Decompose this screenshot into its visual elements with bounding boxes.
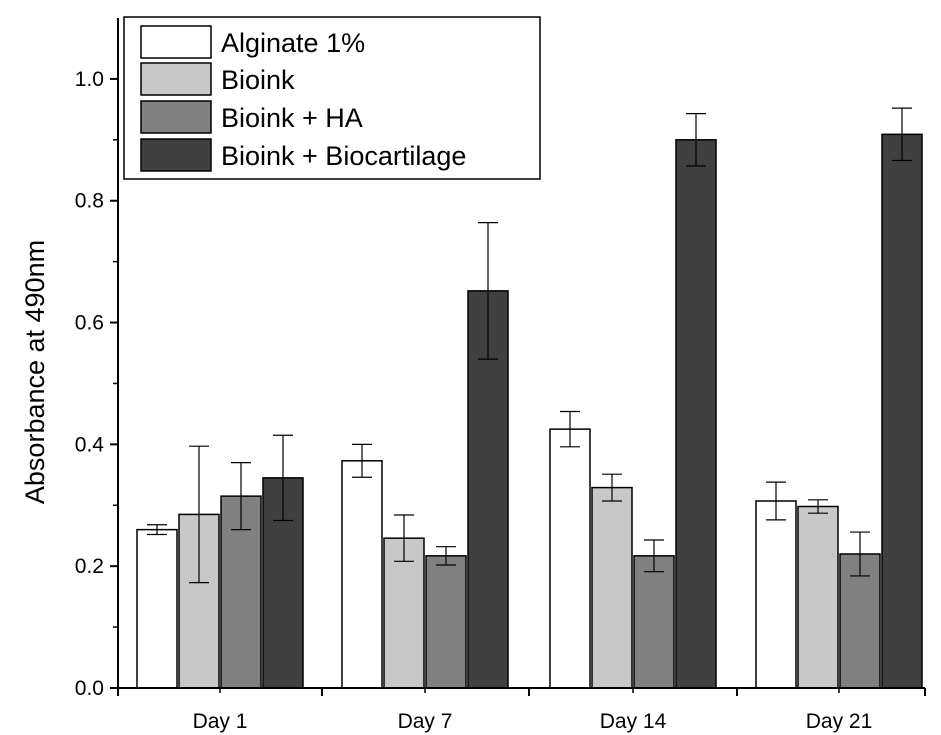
error-bar-alginate-1-day-7 (352, 443, 372, 478)
legend-label-bioink-ha: Bioink + HA (221, 103, 363, 133)
error-bar-bioink-ha-day-21 (850, 531, 870, 577)
bar-bioink-biocartilage-day-21 (881, 133, 923, 689)
x-tick-label: Day 7 (398, 710, 453, 733)
error-bar-bioink-biocartilage-day-14 (686, 113, 706, 167)
error-bar-bioink-biocartilage-day-1 (273, 434, 293, 522)
legend-label-bioink-biocartilage: Bioink + Biocartilage (221, 141, 466, 171)
y-tick-label: 0.0 (75, 677, 104, 700)
y-tick-label: 0.4 (75, 433, 105, 456)
bar-bioink-ha-day-14 (633, 555, 675, 689)
bar-bioink-day-21 (797, 505, 839, 689)
y-tick-label: 0.8 (75, 190, 104, 213)
bar-bioink-ha-day-7 (425, 555, 467, 689)
bar-alginate-1-day-21 (755, 500, 797, 689)
bar-bioink-biocartilage-day-14 (675, 139, 717, 689)
error-bar-bioink-day-1 (189, 445, 209, 584)
error-bar-bioink-ha-day-14 (644, 539, 664, 573)
y-tick-label: 0.6 (75, 312, 104, 335)
legend-swatch-bioink (140, 62, 212, 96)
ticks-layer: 0.0 0.2 0.4 0.6 0.8 1.0 Day 1 Day 7 Day 14 Day 21 (75, 68, 926, 733)
legend: Alginate 1% Bioink Bioink + HA Bioink + Bio… (123, 16, 541, 180)
legend-swatch-bioink-biocartilage (140, 138, 212, 172)
error-bar-alginate-1-day-1 (147, 524, 167, 536)
axes-layer (117, 18, 925, 689)
x-tick-label: Day 1 (193, 710, 248, 733)
legend-swatch-bioink-ha (140, 100, 212, 134)
error-bar-alginate-1-day-21 (766, 481, 786, 521)
legend-label-bioink: Bioink (221, 65, 295, 95)
bars-layer (136, 107, 923, 689)
bar-bioink-day-14 (591, 486, 633, 689)
x-tick-label: Day 14 (600, 710, 667, 733)
bar-alginate-1-day-1 (136, 528, 178, 689)
y-axis-title: Absorbance at 490nm (20, 240, 50, 504)
bar-alginate-1-day-7 (341, 460, 383, 689)
error-bar-bioink-biocartilage-day-21 (892, 107, 912, 162)
error-bar-bioink-day-21 (808, 499, 828, 514)
error-bar-bioink-day-14 (602, 473, 622, 502)
error-bar-bioink-day-7 (394, 514, 414, 562)
error-bar-alginate-1-day-14 (560, 410, 580, 448)
error-bar-bioink-ha-day-1 (231, 462, 251, 531)
bar-alginate-1-day-14 (549, 428, 591, 689)
legend-swatch-alginate-1 (140, 25, 212, 59)
y-tick-label: 1.0 (75, 68, 104, 91)
legend-label-alginate-1: Alginate 1% (221, 28, 365, 58)
error-bar-bioink-ha-day-7 (436, 546, 456, 566)
x-tick-label: Day 21 (806, 710, 873, 733)
y-tick-label: 0.2 (75, 555, 104, 578)
error-bar-bioink-biocartilage-day-7 (478, 222, 498, 360)
